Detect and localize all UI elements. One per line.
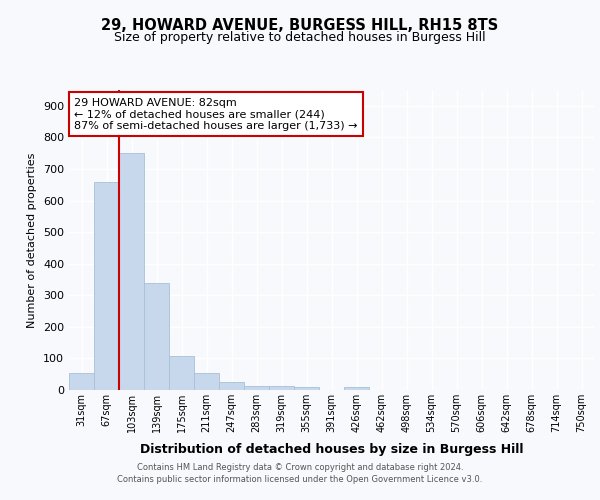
- Bar: [69, 372, 94, 390]
- Bar: [344, 388, 369, 390]
- Bar: [219, 382, 244, 390]
- Text: 29, HOWARD AVENUE, BURGESS HILL, RH15 8TS: 29, HOWARD AVENUE, BURGESS HILL, RH15 8T…: [101, 18, 499, 32]
- Bar: [269, 386, 294, 390]
- Y-axis label: Number of detached properties: Number of detached properties: [28, 152, 37, 328]
- Bar: [94, 182, 119, 390]
- Bar: [244, 386, 269, 390]
- Text: Contains HM Land Registry data © Crown copyright and database right 2024.: Contains HM Land Registry data © Crown c…: [137, 462, 463, 471]
- Bar: [144, 284, 169, 390]
- Text: 29 HOWARD AVENUE: 82sqm
← 12% of detached houses are smaller (244)
87% of semi-d: 29 HOWARD AVENUE: 82sqm ← 12% of detache…: [74, 98, 358, 130]
- X-axis label: Distribution of detached houses by size in Burgess Hill: Distribution of detached houses by size …: [140, 444, 523, 456]
- Text: Size of property relative to detached houses in Burgess Hill: Size of property relative to detached ho…: [114, 31, 486, 44]
- Bar: [194, 374, 219, 390]
- Text: Contains public sector information licensed under the Open Government Licence v3: Contains public sector information licen…: [118, 475, 482, 484]
- Bar: [294, 388, 319, 390]
- Bar: [169, 356, 194, 390]
- Bar: [119, 153, 144, 390]
